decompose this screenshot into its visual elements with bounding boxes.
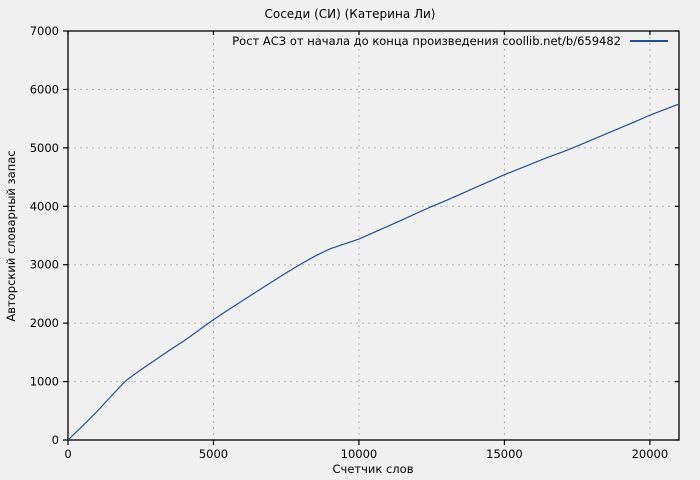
- y-tick-label: 1000: [30, 375, 59, 389]
- y-axis-title: Авторский словарный запас: [4, 150, 18, 322]
- x-tick-label: 5000: [199, 447, 228, 461]
- legend-line-sample: [630, 40, 668, 42]
- x-tick-label: 0: [64, 447, 71, 461]
- y-tick-label: 6000: [30, 82, 59, 96]
- plot-frame: [67, 30, 680, 441]
- y-tick-label: 4000: [30, 199, 59, 213]
- chart-title: Соседи (СИ) (Катерина Ли): [264, 7, 436, 21]
- y-tick-label: 0: [52, 433, 59, 447]
- x-tick-label: 10000: [341, 447, 378, 461]
- x-axis-title: Счетчик слов: [332, 462, 414, 476]
- x-tick-label: 15000: [486, 447, 523, 461]
- legend: Рост АСЗ от начала до конца произведения…: [232, 34, 668, 48]
- y-tick-label: 7000: [30, 24, 59, 38]
- y-tick-label: 2000: [30, 316, 59, 330]
- y-tick-label: 5000: [30, 141, 59, 155]
- legend-label: Рост АСЗ от начала до конца произведения…: [232, 34, 621, 48]
- x-tick-label: 20000: [632, 447, 669, 461]
- curve-series: [67, 103, 680, 441]
- y-tick-label: 3000: [30, 258, 59, 272]
